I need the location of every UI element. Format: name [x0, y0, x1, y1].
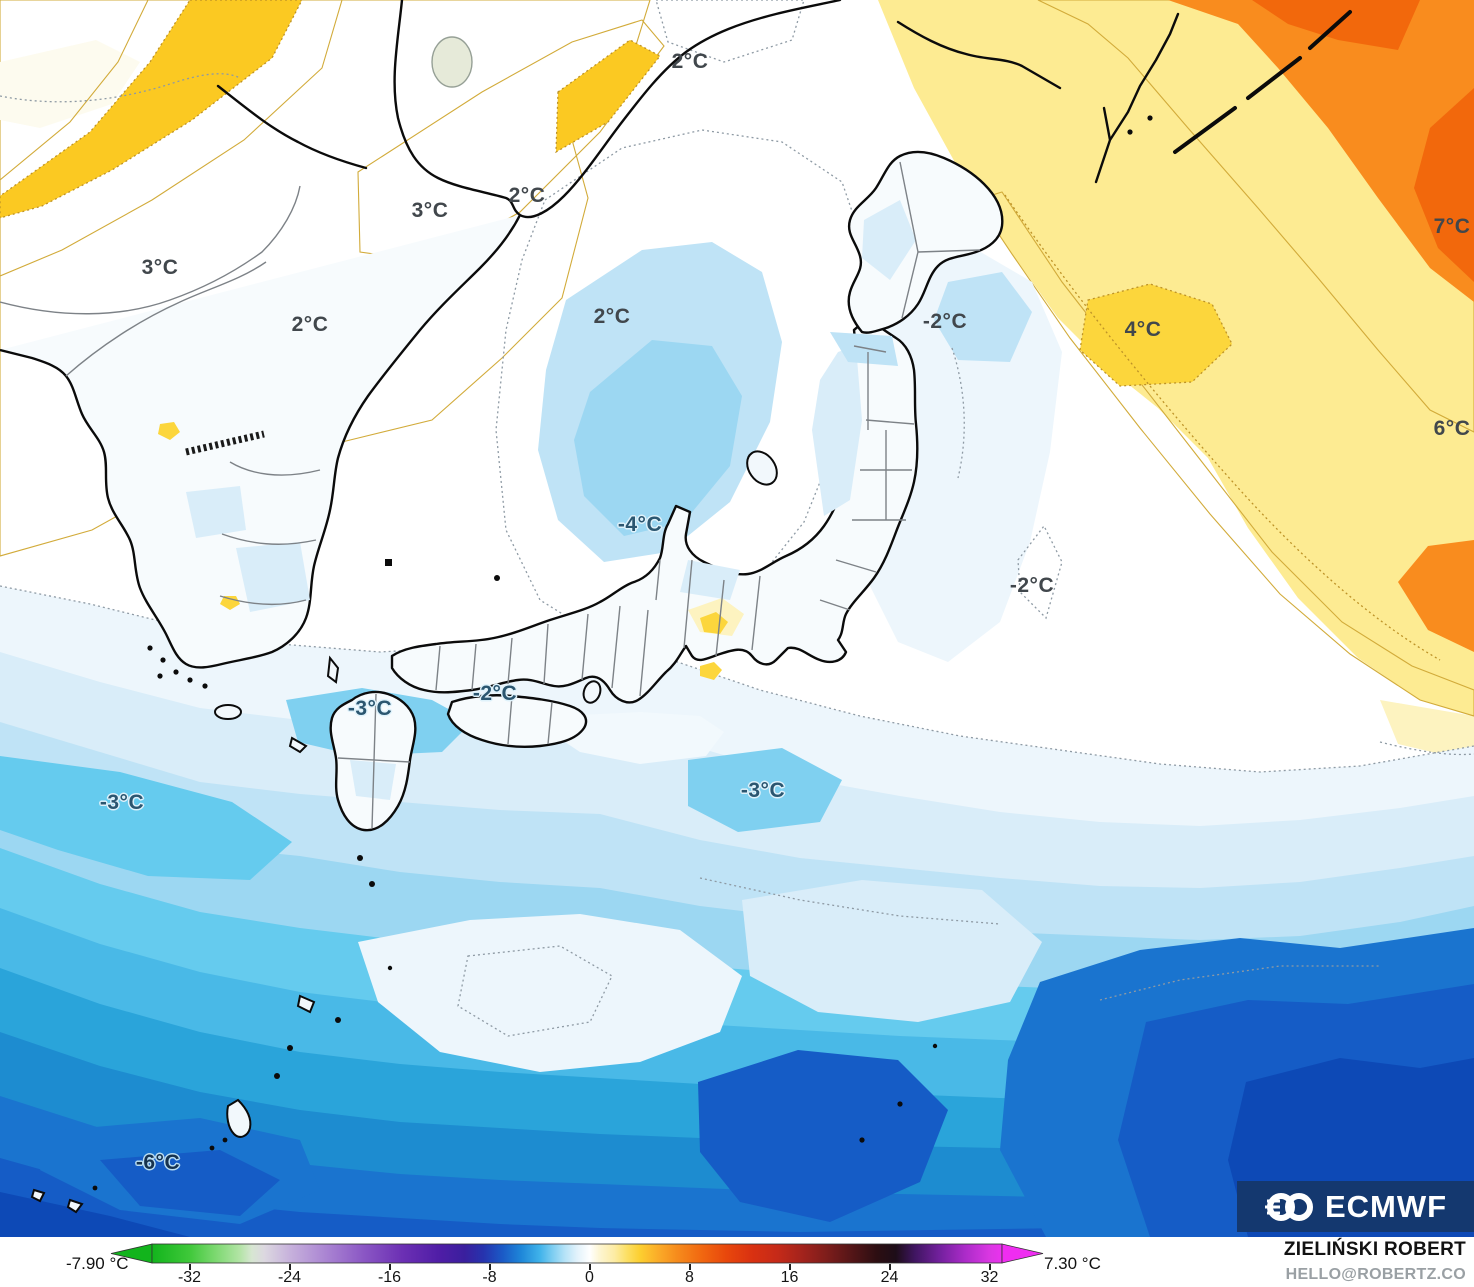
- colorbar-tick-mark: [888, 1264, 891, 1270]
- colorbar-tick-label: 16: [780, 1269, 799, 1286]
- colorbar-tick-label: -16: [377, 1269, 402, 1286]
- colorbar-tick-label: 32: [980, 1269, 999, 1286]
- colorbar-gradient: [151, 1243, 1003, 1264]
- colorbar-tick-label: -24: [277, 1269, 302, 1286]
- colorbar-tick-mark: [388, 1264, 391, 1270]
- colorbar-left-arrow: [110, 1243, 153, 1264]
- colorbar-tick-label: 0: [585, 1269, 594, 1286]
- colorbar-tick-mark: [988, 1264, 991, 1270]
- colorbar-tick-mark: [688, 1264, 691, 1270]
- colorbar-tick-label: 8: [685, 1269, 694, 1286]
- colorbar-tick-label: -8: [482, 1269, 497, 1286]
- ecmwf-wordmark: ECMWF: [1324, 1188, 1448, 1224]
- colorbar-tick-mark: [488, 1264, 491, 1270]
- colorbar-tick-mark: [188, 1264, 191, 1270]
- kuril-islands: [1173, 10, 1352, 154]
- ecmwf-logo-icon: [1264, 1192, 1313, 1221]
- colorbar-right-arrow: [1001, 1243, 1044, 1264]
- temperature-anomaly-map: 2°C 3°C 2°C 3°C 2°C 2°C -2°C 4°C 7°C 6°C -4°C -2°C -…: [0, 0, 1474, 1237]
- colorbar-tick-label: 24: [880, 1269, 899, 1286]
- attribution: ZIELIŃSKI ROBERT HELLO@ROBERTZ.CO: [1284, 1239, 1466, 1284]
- colorbar-legend: -7.90 °C: [0, 1237, 1474, 1287]
- colorbar-tick-mark: [288, 1264, 291, 1270]
- colorbar-tick-mark: [788, 1264, 791, 1270]
- attribution-contact: HELLO@ROBERTZ.CO: [1285, 1266, 1466, 1283]
- small-islands: [92, 115, 1153, 1191]
- colorbar-tick-label: -32: [177, 1269, 202, 1286]
- ecmwf-logo: ECMWF: [1237, 1181, 1474, 1232]
- colorbar-max-value: 7.30 °C: [1044, 1254, 1101, 1273]
- colorbar-min-value: -7.90 °C: [66, 1254, 129, 1273]
- map-canvas: [0, 0, 1474, 1237]
- attribution-name: ZIELIŃSKI ROBERT: [1283, 1239, 1466, 1260]
- colorbar-tick-mark: [588, 1264, 591, 1270]
- colorbar: [110, 1243, 1044, 1264]
